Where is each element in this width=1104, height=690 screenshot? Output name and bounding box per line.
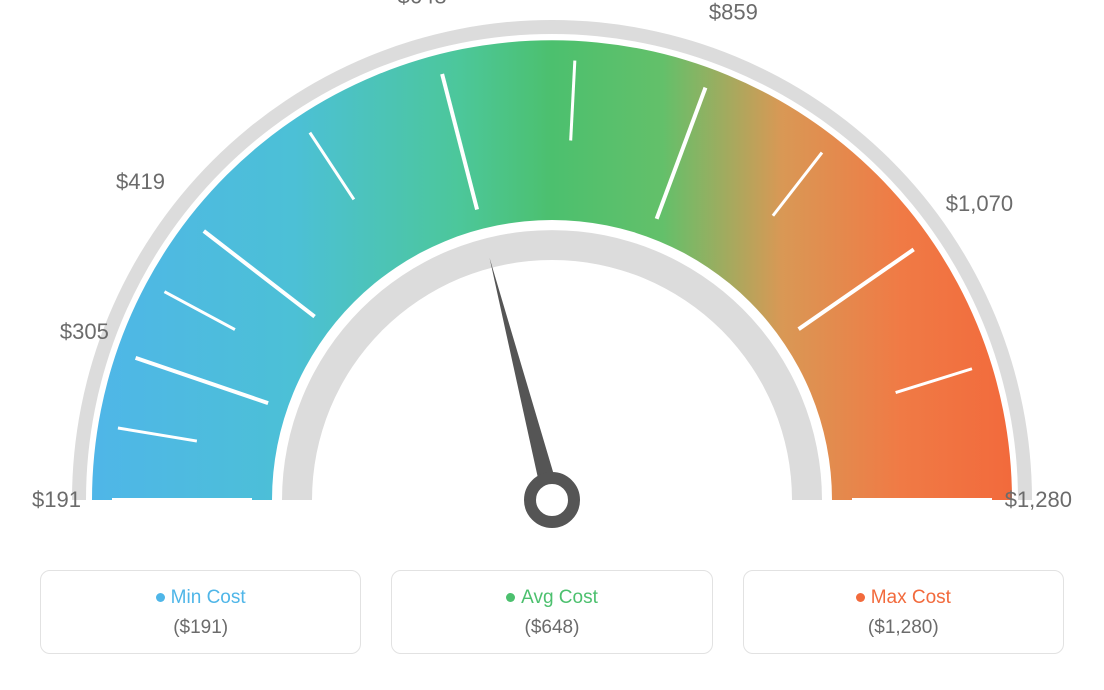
svg-text:$191: $191 xyxy=(32,487,81,512)
svg-text:$1,070: $1,070 xyxy=(946,191,1013,216)
legend-title-avg: Avg Cost xyxy=(402,587,701,609)
gauge-svg: $191 $305 $419 $648 $859 $1,070 $1,280 xyxy=(0,0,1104,560)
legend-dot-min xyxy=(156,593,165,602)
legend-title-text-min: Min Cost xyxy=(171,587,246,608)
legend-row: Min Cost ($191) Avg Cost ($648) Max Cost… xyxy=(0,570,1104,654)
legend-card-max: Max Cost ($1,280) xyxy=(743,570,1064,654)
legend-dot-max xyxy=(856,593,865,602)
legend-card-avg: Avg Cost ($648) xyxy=(391,570,712,654)
cost-gauge: $191 $305 $419 $648 $859 $1,070 $1,280 xyxy=(0,0,1104,560)
svg-text:$419: $419 xyxy=(116,169,165,194)
legend-value-max: ($1,280) xyxy=(754,617,1053,639)
legend-title-min: Min Cost xyxy=(51,587,350,609)
svg-text:$1,280: $1,280 xyxy=(1005,487,1072,512)
svg-text:$305: $305 xyxy=(60,319,109,344)
svg-text:$648: $648 xyxy=(398,0,447,8)
legend-title-max: Max Cost xyxy=(754,587,1053,609)
svg-text:$859: $859 xyxy=(709,0,758,25)
legend-title-text-avg: Avg Cost xyxy=(521,587,598,608)
legend-dot-avg xyxy=(506,593,515,602)
legend-title-text-max: Max Cost xyxy=(871,587,951,608)
legend-value-avg: ($648) xyxy=(402,617,701,639)
legend-value-min: ($191) xyxy=(51,617,350,639)
legend-card-min: Min Cost ($191) xyxy=(40,570,361,654)
